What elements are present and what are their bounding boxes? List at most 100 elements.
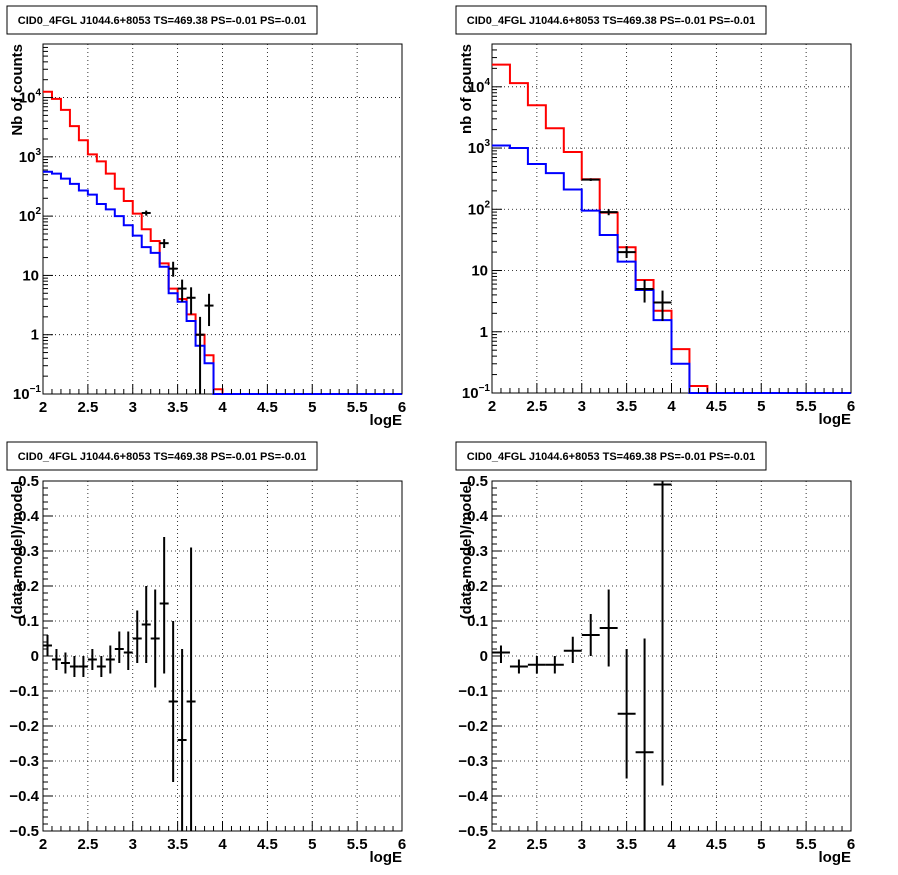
y-tick-label: −0.1	[458, 683, 488, 700]
x-tick-label: 3	[578, 836, 586, 853]
y-tick-label: −0.2	[458, 718, 488, 735]
data-point	[599, 589, 618, 667]
data-point	[492, 645, 510, 663]
data-point	[186, 547, 196, 831]
data-point	[168, 261, 178, 277]
y-axis-title: (data-model)/model	[9, 481, 26, 619]
x-tick-label: 5	[757, 398, 765, 415]
x-tick-label: 3.5	[616, 836, 637, 853]
data-point	[87, 649, 97, 670]
data-point	[69, 656, 79, 677]
x-tick-label: 4.5	[706, 398, 727, 415]
data-point	[132, 610, 142, 663]
plot-frame	[42, 43, 403, 395]
y-tick-label: 0.3	[467, 543, 488, 560]
y-tick-label: −0.1	[9, 683, 39, 700]
y-tick-label: −0.5	[458, 823, 488, 840]
x-tick-label: 4	[667, 398, 676, 415]
title-box-frame	[455, 441, 767, 471]
data-point	[60, 652, 70, 674]
x-tick-label: 2	[39, 399, 47, 416]
y-tick-label: 10−1	[462, 383, 491, 402]
title-box-frame	[6, 5, 318, 35]
data-point	[599, 209, 618, 216]
data-point	[159, 537, 169, 674]
x-axis-title: logE	[370, 849, 403, 866]
y-tick-label: 103	[468, 138, 491, 157]
x-axis: 2 2.5 3 3.5 4 4.5 5 5.5 6	[39, 384, 406, 416]
data-point	[123, 631, 133, 670]
data-point	[563, 636, 582, 663]
chart-title: CID0_4FGL J1044.6+8053 TS=469.38 PS=-0.0…	[18, 451, 306, 463]
chart-title: CID0_4FGL J1044.6+8053 TS=469.38 PS=-0.0…	[467, 15, 755, 27]
y-axis: −0.5 −0.4 −0.3 −0.2 −0.1 0 0.1 0.2 0.3 0.4 0.5	[458, 473, 502, 840]
x-tick-label: 6	[398, 399, 406, 416]
y-tick-label: 0.3	[18, 543, 39, 560]
y-tick-label: 102	[468, 199, 491, 218]
x-tick-label: 5	[308, 399, 316, 416]
y-tick-label: 0.2	[467, 578, 488, 595]
chart-panel-4: 2 2.5 3 3.5 4 4.5 5 5.5 6 −0.5 −0.4 −0.3 −0.2 −0.1 0 0.…	[455, 441, 855, 866]
data-point	[51, 649, 61, 670]
x-tick-label: 2.5	[77, 399, 98, 416]
x-axis-title: logE	[819, 411, 852, 428]
title-box-frame	[6, 441, 318, 471]
data-point	[96, 656, 106, 677]
y-tick-label: 0.1	[467, 613, 488, 630]
y-tick-label: 0	[31, 648, 39, 665]
x-tick-label: 4.5	[706, 836, 727, 853]
y-tick-label: 0.4	[467, 508, 489, 525]
data-point	[545, 656, 564, 674]
data-point	[177, 649, 187, 831]
x-tick-label: 3.5	[616, 398, 637, 415]
data-point	[617, 649, 636, 779]
y-tick-label: 102	[19, 206, 42, 225]
x-axis: 2 2.5 3 3.5 4 4.5 5 5.5 6	[39, 821, 406, 853]
y-tick-label: −0.4	[458, 788, 488, 805]
data-point	[581, 614, 600, 656]
x-tick-label: 4	[218, 836, 227, 853]
data-point	[150, 589, 160, 688]
data-point	[509, 659, 528, 674]
y-tick-label: 0.5	[467, 473, 488, 490]
y-tick-label: −0.2	[9, 718, 39, 735]
chart-title-box: CID0_4FGL J1044.6+8053 TS=469.38 PS=-0.0…	[455, 5, 767, 35]
x-tick-label: 4.5	[257, 399, 278, 416]
x-tick-label: 5.5	[347, 836, 368, 853]
y-tick-label: 10	[22, 267, 39, 284]
y-tick-label: −0.4	[9, 788, 39, 805]
y-axis-title: Nb of counts	[9, 44, 26, 136]
x-tick-label: 5	[308, 836, 316, 853]
x-axis: 2 2.5 3 3.5 4 4.5 5 5.5 6	[488, 383, 855, 415]
y-tick-label: 0.4	[18, 508, 40, 525]
data-point	[635, 280, 654, 303]
data-point	[653, 290, 672, 321]
y-tick-label: 0	[480, 648, 488, 665]
x-tick-label: 6	[398, 836, 406, 853]
histogram-series-blue	[43, 170, 402, 395]
chart-title-box: CID0_4FGL J1044.6+8053 TS=469.38 PS=-0.0…	[6, 5, 318, 35]
chart-title-box: CID0_4FGL J1044.6+8053 TS=469.38 PS=-0.0…	[6, 441, 318, 471]
y-tick-label: −0.3	[458, 753, 488, 770]
x-tick-label: 5.5	[347, 399, 368, 416]
data-point	[159, 239, 169, 249]
x-tick-label: 6	[847, 398, 855, 415]
x-tick-label: 4.5	[257, 836, 278, 853]
x-tick-label: 6	[847, 836, 855, 853]
x-tick-label: 3.5	[167, 836, 188, 853]
data-point	[177, 279, 187, 302]
x-tick-label: 4	[218, 399, 227, 416]
x-tick-label: 5.5	[796, 398, 817, 415]
y-tick-label: 0.5	[18, 473, 39, 490]
data-point	[527, 656, 546, 674]
x-tick-label: 3	[129, 399, 137, 416]
y-tick-label: 1	[31, 327, 39, 344]
data-point	[168, 621, 178, 782]
y-tick-label: −0.5	[9, 823, 39, 840]
data-point	[635, 638, 654, 831]
x-tick-label: 3.5	[167, 399, 188, 416]
y-tick-label: 10	[471, 263, 488, 280]
data-point	[105, 645, 115, 674]
chart-title-box: CID0_4FGL J1044.6+8053 TS=469.38 PS=-0.0…	[455, 441, 767, 471]
